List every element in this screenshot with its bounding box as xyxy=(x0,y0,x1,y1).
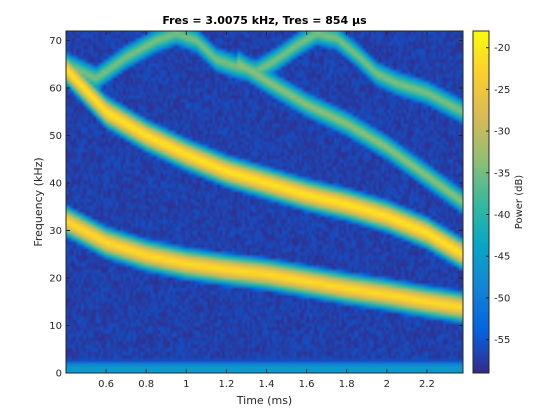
x-tick-label: 1.6 xyxy=(299,379,315,390)
colorbar-tick-label: -30 xyxy=(494,127,510,138)
x-tick-label: 1.8 xyxy=(339,379,355,390)
colorbar: -55 -50 -45 -40 -35 -30 -25 -20 Power (dB) xyxy=(472,30,525,374)
y-tick-label: 50 xyxy=(49,131,62,142)
spectrogram-heatmap xyxy=(66,31,463,373)
y-tick-label: 20 xyxy=(49,274,62,285)
x-tick-label: 1 xyxy=(183,379,189,390)
colorbar-tick-label: -40 xyxy=(494,210,510,221)
y-axis: 0 10 20 30 40 50 60 70 xyxy=(49,36,463,380)
y-tick-label: 10 xyxy=(49,321,62,332)
x-tick-label: 2.2 xyxy=(419,379,435,390)
colorbar-tick-label: -50 xyxy=(494,293,510,304)
x-axis: 0.6 0.8 1 1.2 1.4 1.6 1.8 2 2.2 xyxy=(98,31,435,390)
y-tick-label: 0 xyxy=(56,369,62,380)
colorbar-tick-label: -45 xyxy=(494,252,510,263)
x-tick-label: 0.6 xyxy=(98,379,114,390)
x-tick-label: 2 xyxy=(384,379,390,390)
y-tick-label: 70 xyxy=(49,36,62,47)
plot-frame xyxy=(65,30,464,374)
x-tick-label: 1.2 xyxy=(218,379,234,390)
plot-area xyxy=(66,31,463,373)
y-tick-label: 40 xyxy=(49,179,62,190)
colorbar-ticks: -55 -50 -45 -40 -35 -30 -25 -20 xyxy=(486,43,510,346)
y-axis-label: Frequency (kHz) xyxy=(32,157,45,246)
colorbar-tick-label: -55 xyxy=(494,335,510,346)
colorbar-gradient xyxy=(472,30,490,374)
y-tick-label: 30 xyxy=(49,226,62,237)
x-tick-label: 1.4 xyxy=(259,379,275,390)
colorbar-label: Power (dB) xyxy=(514,175,525,230)
y-tick-label: 60 xyxy=(49,84,62,95)
colorbar-tick-label: -20 xyxy=(494,43,510,54)
x-tick-label: 0.8 xyxy=(138,379,154,390)
chart-title: Fres = 3.0075 kHz, Tres = 854 µs xyxy=(162,14,367,27)
colorbar-tick-label: -25 xyxy=(494,85,510,96)
colorbar-tick-label: -35 xyxy=(494,168,510,179)
x-axis-label: Time (ms) xyxy=(236,394,292,407)
